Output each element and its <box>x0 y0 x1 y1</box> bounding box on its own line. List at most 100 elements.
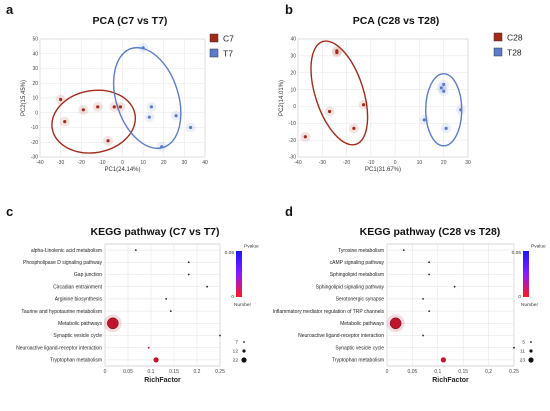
x-tick-label: 0.05 <box>123 369 133 375</box>
point-c7 <box>106 139 110 143</box>
pathway-point <box>147 346 150 349</box>
pvalue-legend-bottom: 0 <box>518 294 521 300</box>
number-legend-title: Number <box>234 302 251 308</box>
pathway-point <box>389 317 402 330</box>
point-c28 <box>327 109 332 114</box>
legend-swatch-t7 <box>209 48 219 58</box>
x-tick-label: 0 <box>386 369 389 375</box>
x-tick-label: 0.1 <box>148 369 155 375</box>
number-legend-dot <box>529 349 533 353</box>
pvalue-legend-bottom: 0 <box>231 294 234 300</box>
x-tick-label: -30 <box>57 160 64 166</box>
x-axis-label: RichFactor <box>144 377 181 384</box>
pathway-point <box>402 249 405 252</box>
point-t28 <box>459 108 463 112</box>
point-t28 <box>442 82 446 87</box>
x-tick-label: 0.15 <box>169 369 179 375</box>
y-tick-label: 30 <box>290 54 296 60</box>
x-tick-label: -40 <box>294 160 301 166</box>
point-c7 <box>112 105 116 109</box>
pathway-label: Metabolic pathways <box>340 321 384 327</box>
x-tick-label: -30 <box>319 160 326 166</box>
pathway-label: cAMP signaling pathway <box>330 260 385 266</box>
point-t28 <box>444 126 448 130</box>
pathway-label: Tyrosine metabolism <box>338 248 384 254</box>
point-t7 <box>174 114 178 118</box>
x-tick-label: -20 <box>78 160 85 166</box>
pathway-point <box>153 357 159 363</box>
legend-label-c28: C28 <box>507 33 523 43</box>
point-t7 <box>149 105 153 109</box>
y-tick-label: -10 <box>289 121 296 127</box>
y-tick-label: 50 <box>32 37 38 43</box>
x-tick-label: -10 <box>98 160 105 166</box>
x-tick-label: 20 <box>441 160 447 166</box>
y-tick-label: -20 <box>289 138 296 144</box>
x-axis-label: PC1(31.67%) <box>365 167 401 173</box>
number-legend-value: 5 <box>522 340 525 346</box>
kegg-chart-d: 0 0.05 0.1 0.15 0.2 0.25 Tyrosine metabolism cA… <box>273 244 546 385</box>
x-tick-label: 30 <box>182 160 188 166</box>
pathway-label: Serotonergic synapse <box>336 297 385 303</box>
x-tick-label: 40 <box>202 160 208 166</box>
legend-swatch-c7 <box>209 33 219 43</box>
number-legend-dot <box>242 349 246 353</box>
number-legend-dot <box>530 341 532 343</box>
number-legend-value: 23 <box>520 358 526 364</box>
number-legend-dot <box>243 341 245 343</box>
plot-area <box>386 243 515 367</box>
pathway-point <box>428 310 431 312</box>
pathway-label: Synaptic vesicle cycle <box>53 333 102 339</box>
y-axis-label: PC2(15.45%) <box>21 80 27 116</box>
pathway-point <box>422 298 424 300</box>
pathway-label: Taurine and hypotaurine metabolism <box>21 309 102 315</box>
point-c7 <box>59 97 63 102</box>
number-legend-dot <box>528 357 534 363</box>
pathway-label: alpha-Linolenic acid metabolism <box>31 248 102 254</box>
point-c28 <box>303 135 307 139</box>
point-t7 <box>147 115 151 119</box>
pathway-point <box>206 285 209 288</box>
y-tick-label: 30 <box>32 66 38 72</box>
point-t7 <box>160 145 164 149</box>
pathway-label: Sphingolipid metabolism <box>330 272 384 278</box>
plot-area <box>104 243 221 367</box>
y-tick-label: 40 <box>290 37 296 43</box>
y-axis-label: PC2(14.01%) <box>279 80 285 116</box>
x-tick-label: -40 <box>36 160 43 166</box>
point-t28 <box>422 118 426 122</box>
number-legend-dot <box>241 357 247 363</box>
number-legend-value: 12 <box>233 349 239 355</box>
point-t28 <box>442 89 446 93</box>
y-tick-label: 0 <box>35 110 38 116</box>
pathway-label: Circadian entrainment <box>53 284 103 290</box>
x-tick-label: 0 <box>104 369 107 375</box>
kegg-chart-c: 0 0.05 0.1 0.15 0.2 0.25 alpha-Linolenic acid … <box>16 244 259 385</box>
pathway-point <box>165 298 168 300</box>
chart-title-d: KEGG pathway (C28 vs T28) <box>360 226 501 238</box>
pvalue-legend-title: Pvalue <box>244 244 259 250</box>
legend-label-t7: T7 <box>223 49 233 59</box>
point-c7 <box>81 108 85 112</box>
x-tick-label: 10 <box>140 160 146 166</box>
number-legend-value: 22 <box>233 358 239 364</box>
pvalue-colorbar <box>523 251 529 297</box>
x-tick-label: 0 <box>121 160 124 166</box>
pvalue-colorbar <box>236 251 242 297</box>
pathway-label: Synaptic vesicle cycle <box>335 345 384 351</box>
pathway-label: Neuroactive ligand-receptor interaction <box>298 333 384 339</box>
pvalue-legend-title: Pvalue <box>531 244 546 250</box>
x-tick-label: 0.05 <box>408 369 418 375</box>
number-legend-title: Number <box>521 302 538 308</box>
pca-chart-a: -40 -30 -20 -10 0 10 20 30 40-30-20-100102030405… <box>21 34 234 174</box>
pathway-point <box>187 273 190 276</box>
pvalue-legend-top: 0.05 <box>225 250 235 256</box>
pathway-point <box>219 334 221 337</box>
pathway-point <box>428 261 431 264</box>
x-tick-label: 20 <box>161 160 167 166</box>
confidence-ellipse-c28 <box>310 40 369 146</box>
point-c7 <box>118 105 123 109</box>
pathway-point <box>428 273 431 276</box>
pathway-label: Tryptophan metabolism <box>50 358 102 364</box>
pca-chart-b: -40 -30 -20 -10 0 10 20 30-30-20-10010203040PC1… <box>279 33 523 174</box>
